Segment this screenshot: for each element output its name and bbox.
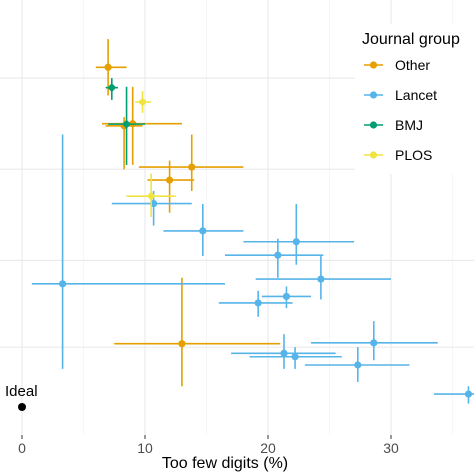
point-marker [282, 292, 291, 301]
legend-key-marker [369, 61, 378, 69]
point-marker [291, 353, 299, 361]
point-marker [280, 349, 288, 357]
x-tick-label: 30 [383, 440, 399, 456]
point-marker [178, 340, 186, 348]
point-marker [107, 83, 117, 93]
data-point-lancet [218, 290, 293, 317]
x-tick-label: 0 [18, 440, 26, 456]
ideal-label: Ideal [5, 383, 38, 400]
ideal-point [18, 403, 26, 411]
data-point-lancet [304, 347, 410, 382]
legend-label: Other [395, 57, 430, 73]
point-marker [122, 119, 132, 129]
point-marker [354, 361, 362, 369]
data-point-plos [126, 173, 176, 217]
legend-key-marker [369, 121, 378, 129]
legend: Journal group Other Lancet BMJ PLOS [355, 24, 474, 174]
data-point-lancet [311, 321, 438, 361]
legend-item-bmj: BMJ [364, 117, 423, 133]
data-point-other [95, 39, 127, 96]
series-lancet [31, 134, 474, 404]
series-other [95, 39, 281, 387]
legend-label: PLOS [395, 147, 432, 163]
data-point-plos [135, 91, 152, 113]
legend-items: Other Lancet BMJ PLOS [364, 57, 437, 163]
data-point-lancet [249, 347, 342, 369]
series-layer [31, 39, 474, 404]
point-marker [58, 280, 67, 288]
point-marker [370, 339, 378, 347]
point-marker [104, 63, 112, 71]
point-marker [292, 238, 300, 246]
data-point-lancet [224, 238, 324, 278]
data-point-other [138, 134, 244, 191]
legend-key-marker [369, 151, 378, 159]
data-point-lancet [261, 286, 312, 309]
point-marker [188, 163, 196, 171]
point-marker [138, 97, 148, 107]
legend-key-marker [369, 91, 378, 99]
point-marker [254, 299, 262, 307]
point-marker [317, 275, 325, 283]
legend-item-plos: PLOS [364, 147, 432, 163]
data-point-other [114, 277, 281, 387]
data-point-lancet [255, 256, 391, 300]
data-point-lancet [231, 334, 336, 369]
series-bmj [105, 78, 145, 165]
x-tick-label: 10 [137, 440, 153, 456]
point-marker [166, 176, 174, 184]
legend-item-lancet: Lancet [364, 87, 437, 103]
x-axis-label: Too few digits (%) [162, 455, 288, 472]
point-marker [199, 227, 207, 235]
x-tick-label: 20 [260, 440, 276, 456]
x-axis-ticks: 0 10 20 30 [18, 435, 399, 456]
data-point-lancet [163, 203, 244, 257]
legend-label: BMJ [395, 117, 423, 133]
legend-item-other: Other [364, 57, 430, 73]
data-point-bmj [105, 78, 118, 100]
legend-label: Lancet [395, 87, 437, 103]
series-plos [126, 91, 176, 217]
point-marker [464, 390, 473, 398]
point-marker [146, 191, 156, 201]
legend-background [355, 24, 474, 174]
data-point-lancet [31, 134, 225, 369]
data-point-lancet [434, 386, 474, 404]
data-point-bmj [108, 86, 145, 165]
point-marker [274, 251, 282, 259]
ideal-layer: Ideal [5, 383, 38, 411]
legend-title: Journal group [362, 31, 460, 48]
